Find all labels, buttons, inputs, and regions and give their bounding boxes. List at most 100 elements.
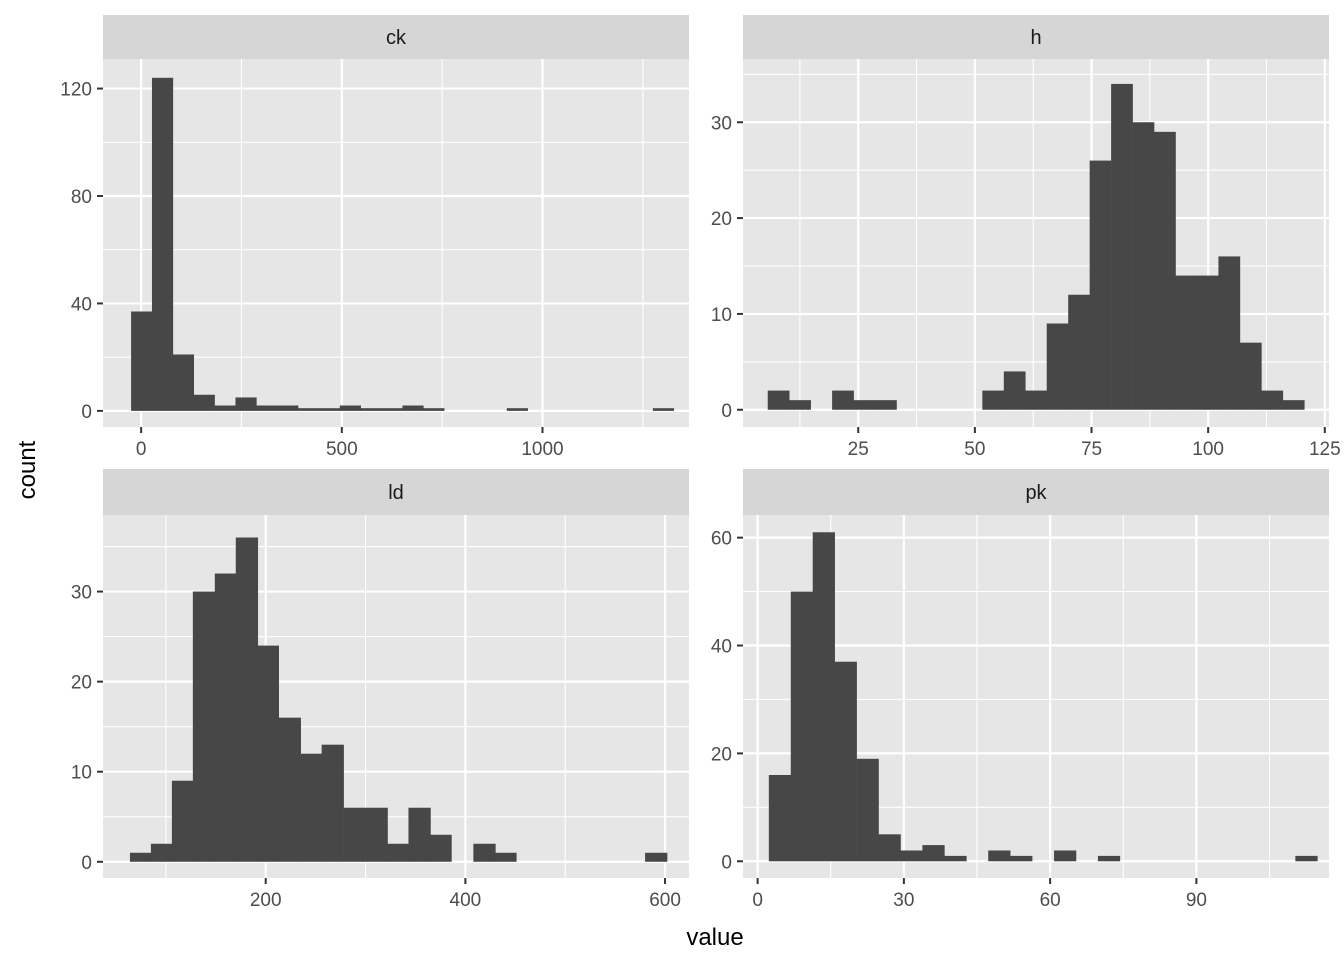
histogram-bar	[1132, 122, 1155, 410]
histogram-bar	[1239, 342, 1262, 410]
facet-ck: ck 0 500 1000 0 40 80 120	[60, 15, 689, 460]
y-tick-label: 0	[81, 402, 92, 423]
histogram-bar	[853, 400, 876, 410]
y-tick-label: 0	[721, 401, 732, 422]
x-tick-label: 30	[893, 890, 914, 911]
histogram-bar	[922, 845, 945, 862]
y-tick-label: 60	[711, 529, 732, 550]
x-tick-label: 60	[1040, 890, 1061, 911]
facet-strip-label: ck	[386, 27, 407, 49]
histogram-bar	[1025, 390, 1048, 410]
histogram-bar	[360, 408, 382, 411]
x-tick-label: 125	[1309, 439, 1341, 460]
histogram-bar	[1282, 400, 1305, 410]
histogram-bar	[172, 354, 195, 411]
histogram-bar	[278, 717, 301, 862]
histogram-bar	[988, 850, 1011, 862]
histogram-bar	[1089, 160, 1112, 410]
histogram-bar	[1261, 390, 1284, 410]
histogram-bar	[131, 311, 153, 411]
histogram-bar	[381, 408, 403, 411]
facet-strip-label: pk	[1025, 482, 1047, 504]
histogram-bar	[1054, 850, 1077, 862]
x-tick-label: 500	[326, 439, 358, 460]
histogram-bar	[1154, 131, 1176, 410]
histogram-bar	[171, 780, 194, 862]
histogram-bar	[506, 408, 528, 411]
histogram-bar	[321, 744, 344, 862]
y-tick-label: 20	[711, 209, 732, 230]
y-tick-label: 30	[71, 583, 92, 604]
histogram-bar	[878, 834, 901, 862]
histogram-bar	[214, 405, 236, 411]
histogram-bar	[430, 834, 452, 862]
y-tick-label: 20	[71, 673, 92, 694]
y-tick-label: 80	[71, 187, 92, 208]
y-tick-label: 10	[711, 305, 732, 326]
histogram-bar	[423, 408, 445, 411]
facet-strip	[103, 15, 689, 59]
y-tick-label: 120	[60, 80, 92, 101]
histogram-bar	[473, 843, 496, 862]
histogram-bar	[652, 408, 675, 411]
histogram-bar	[812, 532, 835, 862]
x-tick-label: 400	[450, 890, 482, 911]
histogram-bar	[318, 408, 341, 411]
histogram-bar	[768, 774, 792, 862]
y-tick-label: 40	[711, 637, 732, 658]
x-tick-label: 0	[752, 890, 763, 911]
histogram-bar	[235, 537, 259, 862]
x-tick-label: 25	[848, 439, 869, 460]
facet-strip	[743, 15, 1329, 59]
facet-strip	[743, 469, 1329, 515]
histogram-bar	[1068, 294, 1090, 410]
facet-ld: ld 200 400 600 0 10 20 30	[71, 469, 689, 911]
histogram-bar	[365, 807, 388, 862]
histogram-bar	[1295, 855, 1318, 862]
histogram-bar	[339, 405, 361, 411]
x-tick-label: 1000	[521, 439, 563, 460]
facet-strip-label: h	[1030, 27, 1041, 49]
histogram-bar	[1111, 83, 1133, 410]
panel-background	[103, 59, 689, 427]
histogram-bar	[129, 852, 152, 862]
x-tick-label: 600	[649, 890, 681, 911]
histogram-bar	[193, 394, 215, 411]
histogram-bar	[277, 405, 299, 411]
histogram-bar	[150, 843, 173, 862]
y-axis-title: count	[14, 440, 41, 499]
histogram-bar	[790, 591, 814, 862]
facet-strip-label: ld	[388, 482, 404, 504]
histogram-bar	[1218, 256, 1241, 410]
histogram-bar	[387, 843, 409, 862]
histogram-bar	[645, 852, 668, 862]
x-axis-title: value	[686, 924, 743, 951]
histogram-bar	[875, 400, 897, 410]
histogram-bar	[900, 850, 923, 862]
histogram-bar	[982, 390, 1005, 410]
histogram-bar	[495, 852, 517, 862]
y-tick-label: 30	[711, 113, 732, 134]
histogram-bar	[832, 390, 854, 410]
y-tick-label: 20	[711, 744, 732, 765]
histogram-bar	[257, 645, 280, 862]
histogram-bar	[402, 405, 424, 411]
histogram-bar	[343, 807, 366, 862]
histogram-bar	[235, 397, 257, 411]
x-tick-label: 50	[964, 439, 985, 460]
y-tick-label: 0	[721, 852, 732, 873]
histogram-bar	[1010, 855, 1033, 862]
histogram-bar	[1175, 275, 1198, 410]
facet-pk: pk 0 30 60 90 0 20 40 60	[711, 469, 1329, 911]
histogram-bar	[192, 591, 216, 862]
histogram-bar	[151, 77, 174, 411]
histogram-bar	[1003, 371, 1026, 410]
y-tick-label: 40	[71, 294, 92, 315]
histogram-bar	[856, 758, 879, 862]
x-tick-label: 100	[1192, 439, 1224, 460]
y-tick-label: 0	[81, 853, 92, 874]
facet-h: h 25 50 75 100 125 0 10 20 30	[711, 15, 1341, 460]
histogram-bar	[1046, 323, 1069, 410]
histogram-bar	[298, 408, 320, 411]
